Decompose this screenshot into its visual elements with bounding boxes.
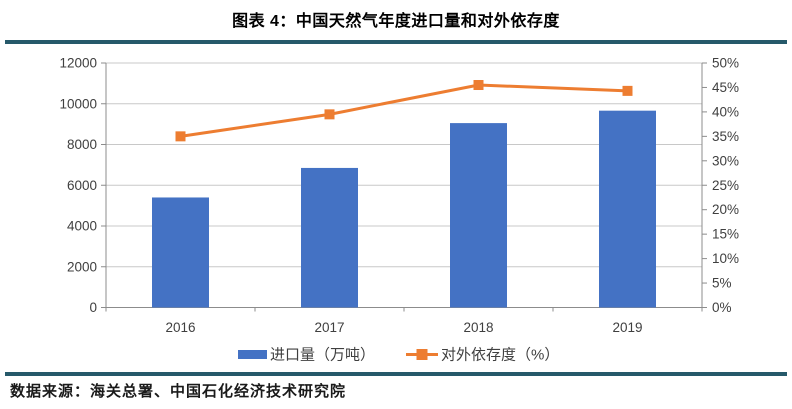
right-axis-label: 30% [712,153,739,168]
legend-line-label: 对外依存度（%） [441,347,559,364]
line-marker-2017 [324,109,335,120]
left-axis-label: 12000 [59,56,97,71]
legend-bar-label: 进口量（万吨） [270,347,375,364]
right-axis-label: 35% [712,129,739,144]
right-axis-label: 45% [712,80,739,95]
right-axis-label: 5% [712,276,732,291]
left-axis-label: 2000 [67,259,97,274]
right-axis-label: 50% [712,56,739,71]
left-axis-label: 4000 [67,219,97,234]
category-label: 2018 [463,320,493,335]
line-marker-2016 [175,131,186,142]
bar-2018 [450,123,507,308]
right-axis-label: 10% [712,251,739,266]
category-label: 2019 [612,320,642,335]
line-marker-2019 [622,85,633,96]
left-axis-label: 0 [89,300,97,315]
right-axis-label: 40% [712,104,739,119]
title-divider [5,40,787,44]
data-source: 数据来源：海关总署、中国石化经济技术研究院 [10,383,347,400]
category-label: 2016 [165,320,195,335]
right-axis-label: 20% [712,202,739,217]
left-axis-label: 10000 [59,96,97,111]
right-axis-label: 15% [712,227,739,242]
footer-divider [5,372,787,376]
line-series [180,83,628,138]
left-axis-label: 6000 [67,178,97,193]
figure-title: 图表 4：中国天然气年度进口量和对外依存度 [232,13,560,30]
right-axis-label: 25% [712,178,739,193]
line-marker-2018 [473,80,484,91]
left-axis-label: 8000 [67,137,97,152]
right-axis-label: 0% [712,300,732,315]
bar-2019 [599,110,656,308]
combo-chart: 0 2000 4000 6000 8000 10000 12000 0% 5% 10% 15% 20%… [59,56,739,364]
category-label: 2017 [314,320,344,335]
legend-line-marker [416,349,428,360]
bar-2017 [301,167,358,308]
bar-2016 [152,197,209,308]
legend-bar-swatch [238,350,267,359]
